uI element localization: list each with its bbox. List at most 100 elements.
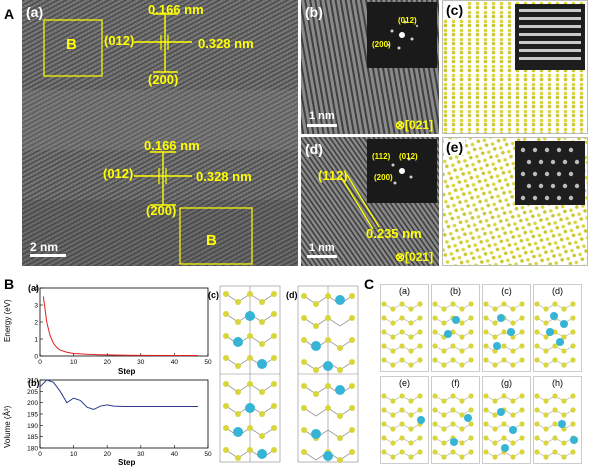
zone-axis-d: ⊗[021] [395,250,434,264]
volume-ytick-label: 200 [27,400,38,407]
d-spacing-bottom-2: 0.328 nm [196,169,252,184]
region-box-top [43,19,103,77]
snapshot-cell: (h) [533,376,582,464]
region-box-bottom [179,207,253,265]
volume-ytick-label: 205 [27,389,38,396]
box-label-bottom: B [206,232,217,249]
energy-xlabel: Step [118,367,136,376]
plane-bottom-2: (200) [146,203,177,218]
panel-label-Ae: (e) [444,139,466,155]
snapshot-structure [534,301,576,368]
d-spacing-top-1: 0.166 nm [148,2,204,17]
tem-image-d [301,137,439,266]
panel-label-Ba: (a) [28,283,39,293]
figure-letter-b: B [4,276,15,292]
figure-letter-a: A [4,6,15,22]
panel-label-Ab: (b) [305,4,323,20]
snapshot-cell: (g) [482,376,531,464]
snapshot-structure [381,301,423,368]
snapshot-label: (b) [450,286,461,296]
plane-top-1: (012) [104,33,135,48]
fft-label-b-2: (200) [372,40,391,49]
snapshot-structure [381,393,425,460]
structure-Bc [219,285,281,463]
volume-ytick-label: 180 [27,446,38,453]
fft-label-d-3: (200) [374,173,393,182]
scale-label-d: 1 nm [309,242,335,254]
structure-Bd [297,285,359,463]
volume-ytick-label: 190 [27,423,38,430]
panel-label-Ac: (c) [444,2,466,18]
fft-label-d-2: (012) [399,152,418,161]
snapshot-label: (f) [451,378,460,388]
volume-xtick-label: 30 [137,451,145,458]
scale-label-a: 2 nm [30,240,59,254]
volume-series-line [39,379,198,411]
volume-axes [39,379,209,449]
energy-xtick-label: 50 [204,359,212,366]
energy-ylabel: Energy (eV) [3,299,12,342]
fft-label-d-1: (112) [372,152,391,161]
energy-ytick-label: 2 [34,320,38,327]
d-spacing-d: 0.235 nm [366,226,422,241]
volume-xtick-label: 50 [204,451,212,458]
energy-ytick-label: 3 [34,303,38,310]
tem-image-a [22,0,298,266]
scale-label-b: 1 nm [309,110,335,122]
d-spacing-bottom-1: 0.166 nm [144,138,200,153]
energy-xtick-label: 30 [137,359,145,366]
snapshot-structure [483,393,525,460]
volume-xlabel: Step [118,458,136,467]
snapshot-label: (c) [501,286,512,296]
energy-xtick-label: 40 [171,359,179,366]
plane-label-d: (112) [318,168,348,183]
panel-label-Bd: (d) [286,290,298,300]
zone-axis-b: ⊗[021] [395,118,434,132]
panel-label-Aa: (a) [26,4,44,20]
snapshot-cell: (c) [482,284,531,372]
tem-image-b [301,0,439,134]
volume-xtick-label: 10 [70,451,78,458]
scale-bar-a [30,254,66,257]
plane-top-2: (200) [148,72,179,87]
snapshot-cell: (b) [431,284,480,372]
d-spacing-top-2: 0.328 nm [198,36,254,51]
snapshot-cell: (a) [380,284,429,372]
energy-ytick-label: 4 [34,286,38,293]
tem-lattice-a [22,0,298,266]
snapshot-label: (a) [399,286,410,296]
fft-label-b-1: (012) [398,16,417,25]
snapshot-structure [483,301,525,368]
snapshot-label: (h) [552,378,563,388]
panel-label-Bb: (b) [28,378,40,388]
volume-ytick-label: 185 [27,434,38,441]
energy-xtick-label: 20 [104,359,112,366]
volume-xtick-label: 40 [171,451,179,458]
snapshot-label: (g) [501,378,512,388]
energy-ytick-label: 1 [34,337,38,344]
sim-inset-c [515,4,585,70]
snapshot-cell: (d) [533,284,582,372]
energy-series-line [42,296,198,356]
model-image-e [442,137,588,266]
snapshot-label: (d) [552,286,563,296]
snapshot-structure [432,301,474,368]
energy-axes [39,287,209,357]
volume-ytick-label: 195 [27,412,38,419]
snapshot-structure [534,393,578,460]
snapshot-cell: (e) [380,376,429,464]
energy-ytick-label: 0 [34,354,38,361]
plane-bottom-1: (012) [103,166,134,181]
snapshot-cell: (f) [431,376,480,464]
volume-xtick-label: 20 [104,451,112,458]
volume-ytick-label: 210 [27,378,38,385]
energy-xtick-label: 0 [38,359,42,366]
volume-ylabel: Volume (Å³) [3,405,12,448]
model-image-c [442,0,588,134]
energy-xtick-label: 10 [70,359,78,366]
figure-letter-c: C [364,276,375,292]
snapshot-label: (e) [399,378,410,388]
panel-label-Bc: (c) [208,290,219,300]
